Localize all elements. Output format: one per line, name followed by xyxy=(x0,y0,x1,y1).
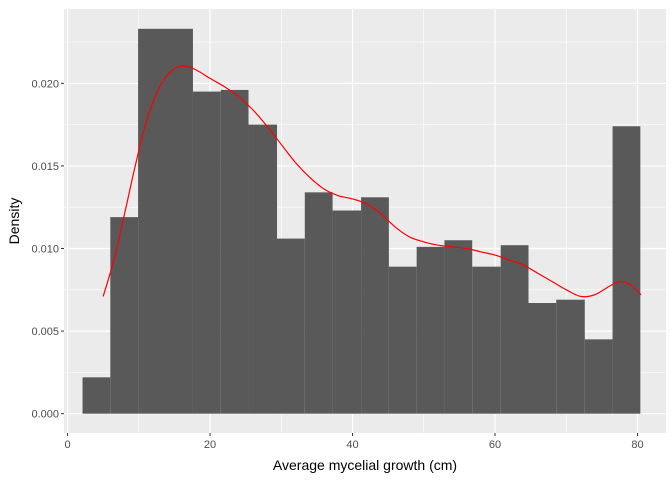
histogram-bar xyxy=(192,91,221,414)
x-tick-label: 40 xyxy=(346,439,358,451)
y-axis: 0.000 0.005 0.010 0.015 0.020 xyxy=(31,78,64,421)
histogram-bar xyxy=(388,266,417,414)
y-tick-label: 0.005 xyxy=(31,326,59,338)
x-tick-label: 0 xyxy=(64,439,70,451)
histogram-bar xyxy=(277,238,305,414)
histogram-bar xyxy=(361,197,389,414)
y-tick-label: 0.020 xyxy=(31,78,59,90)
y-axis-title: Density xyxy=(6,198,22,245)
x-tick-label: 80 xyxy=(631,439,643,451)
y-tick-label: 0.015 xyxy=(31,161,59,173)
histogram-bar xyxy=(500,245,529,414)
histogram-bar xyxy=(444,240,473,414)
x-axis: 0 20 40 60 80 xyxy=(64,433,644,451)
histogram-bar xyxy=(332,210,362,414)
histogram-bar xyxy=(472,266,501,414)
x-axis-title: Average mycelial growth (cm) xyxy=(273,457,457,473)
histogram-bar xyxy=(248,124,278,414)
x-tick-label: 20 xyxy=(204,439,216,451)
histogram-bar xyxy=(528,303,557,414)
histogram-bar xyxy=(612,126,641,414)
histogram-bar xyxy=(556,299,585,414)
histogram-bar xyxy=(220,89,249,414)
histogram-bar xyxy=(138,28,193,414)
histogram-bars xyxy=(82,28,641,414)
density-curve xyxy=(102,65,642,298)
x-tick-label: 60 xyxy=(489,439,501,451)
y-tick-label: 0.010 xyxy=(31,244,59,256)
histogram-bar xyxy=(416,246,445,414)
histogram-bar xyxy=(584,339,613,414)
histogram-bar xyxy=(110,217,139,414)
histogram-bar xyxy=(82,377,111,414)
histogram-bar xyxy=(304,192,333,414)
y-tick-label: 0.000 xyxy=(31,409,59,421)
